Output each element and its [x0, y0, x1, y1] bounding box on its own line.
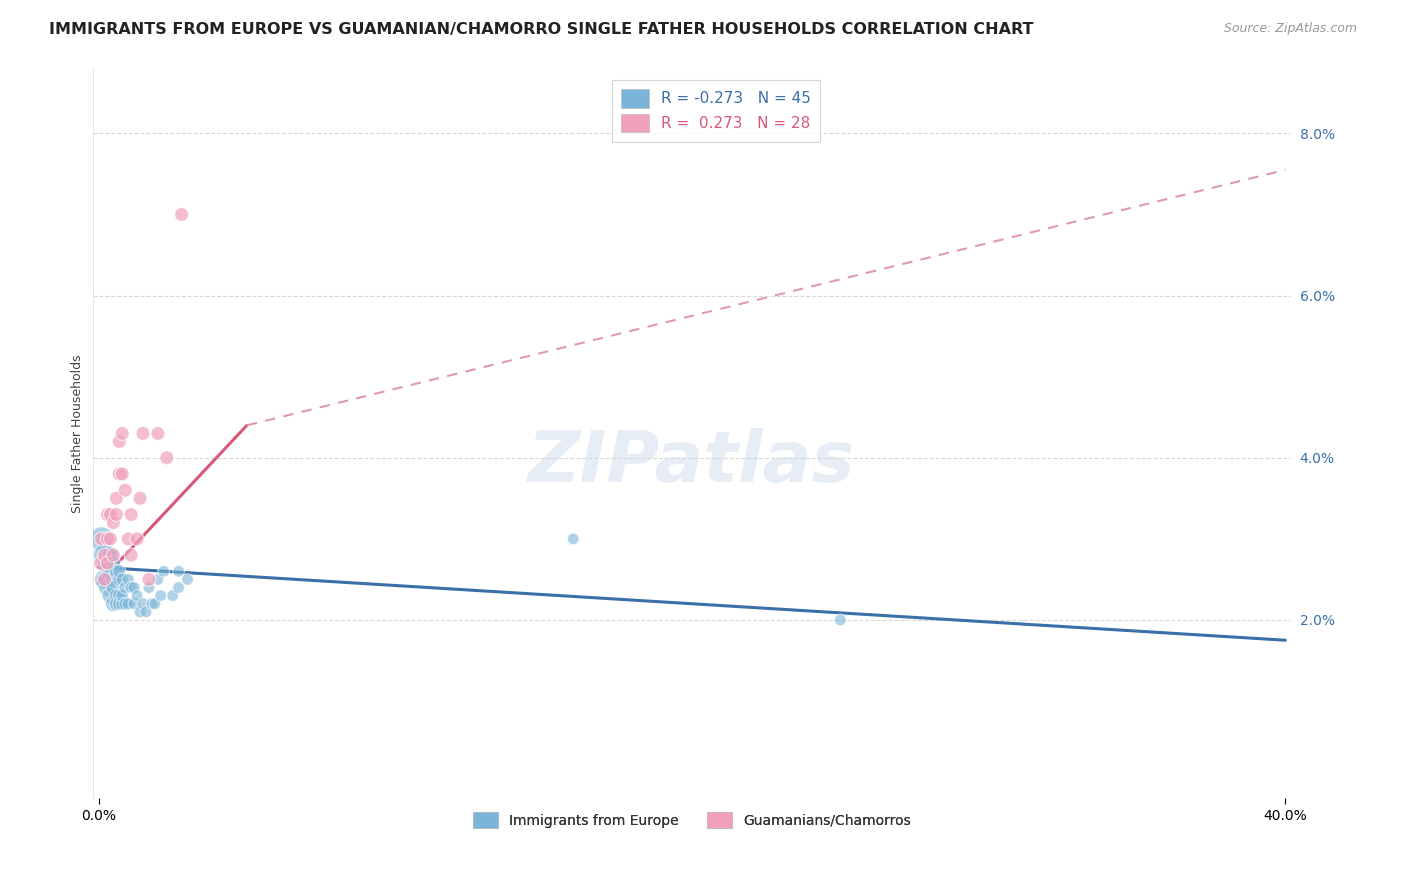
Point — [117, 532, 139, 546]
Point — [129, 491, 152, 506]
Point — [111, 573, 134, 587]
Point — [149, 589, 172, 603]
Point — [100, 508, 122, 522]
Point — [111, 467, 134, 481]
Point — [562, 532, 585, 546]
Point — [111, 426, 134, 441]
Point — [156, 450, 179, 465]
Point — [132, 426, 155, 441]
Point — [105, 597, 128, 611]
Point — [143, 597, 166, 611]
Point — [108, 434, 131, 449]
Point — [103, 597, 125, 611]
Point — [117, 597, 139, 611]
Point — [93, 548, 115, 562]
Point — [93, 548, 115, 562]
Point — [141, 597, 163, 611]
Point — [90, 532, 112, 546]
Point — [96, 556, 118, 570]
Point — [103, 548, 125, 562]
Point — [125, 532, 148, 546]
Point — [108, 573, 131, 587]
Point — [100, 589, 122, 603]
Point — [103, 516, 125, 530]
Point — [138, 581, 160, 595]
Point — [100, 532, 122, 546]
Point — [108, 589, 131, 603]
Point — [176, 573, 198, 587]
Point — [114, 483, 136, 498]
Point — [103, 556, 125, 570]
Point — [100, 564, 122, 578]
Point — [120, 548, 142, 562]
Point — [93, 573, 115, 587]
Point — [138, 573, 160, 587]
Point — [111, 589, 134, 603]
Point — [146, 426, 169, 441]
Point — [100, 548, 122, 562]
Point — [120, 508, 142, 522]
Point — [108, 597, 131, 611]
Point — [108, 564, 131, 578]
Point — [135, 605, 157, 619]
Text: ZIPatlas: ZIPatlas — [529, 428, 856, 497]
Point — [105, 589, 128, 603]
Point — [90, 532, 112, 546]
Point — [117, 573, 139, 587]
Point — [108, 467, 131, 481]
Point — [167, 564, 190, 578]
Point — [152, 564, 174, 578]
Point — [96, 508, 118, 522]
Point — [103, 581, 125, 595]
Point — [96, 532, 118, 546]
Point — [105, 508, 128, 522]
Y-axis label: Single Father Households: Single Father Households — [72, 354, 84, 513]
Point — [114, 581, 136, 595]
Text: Source: ZipAtlas.com: Source: ZipAtlas.com — [1223, 22, 1357, 36]
Text: IMMIGRANTS FROM EUROPE VS GUAMANIAN/CHAMORRO SINGLE FATHER HOUSEHOLDS CORRELATIO: IMMIGRANTS FROM EUROPE VS GUAMANIAN/CHAM… — [49, 22, 1033, 37]
Point — [162, 589, 184, 603]
Point — [146, 573, 169, 587]
Legend: Immigrants from Europe, Guamanians/Chamorros: Immigrants from Europe, Guamanians/Chamo… — [467, 805, 918, 835]
Point — [132, 597, 155, 611]
Point — [111, 597, 134, 611]
Point — [170, 207, 193, 221]
Point — [114, 597, 136, 611]
Point — [105, 564, 128, 578]
Point — [93, 573, 115, 587]
Point — [830, 613, 852, 627]
Point — [96, 556, 118, 570]
Point — [120, 581, 142, 595]
Point — [90, 556, 112, 570]
Point — [103, 573, 125, 587]
Point — [167, 581, 190, 595]
Point — [105, 491, 128, 506]
Point — [125, 589, 148, 603]
Point — [96, 581, 118, 595]
Point — [122, 597, 145, 611]
Point — [122, 581, 145, 595]
Point — [129, 605, 152, 619]
